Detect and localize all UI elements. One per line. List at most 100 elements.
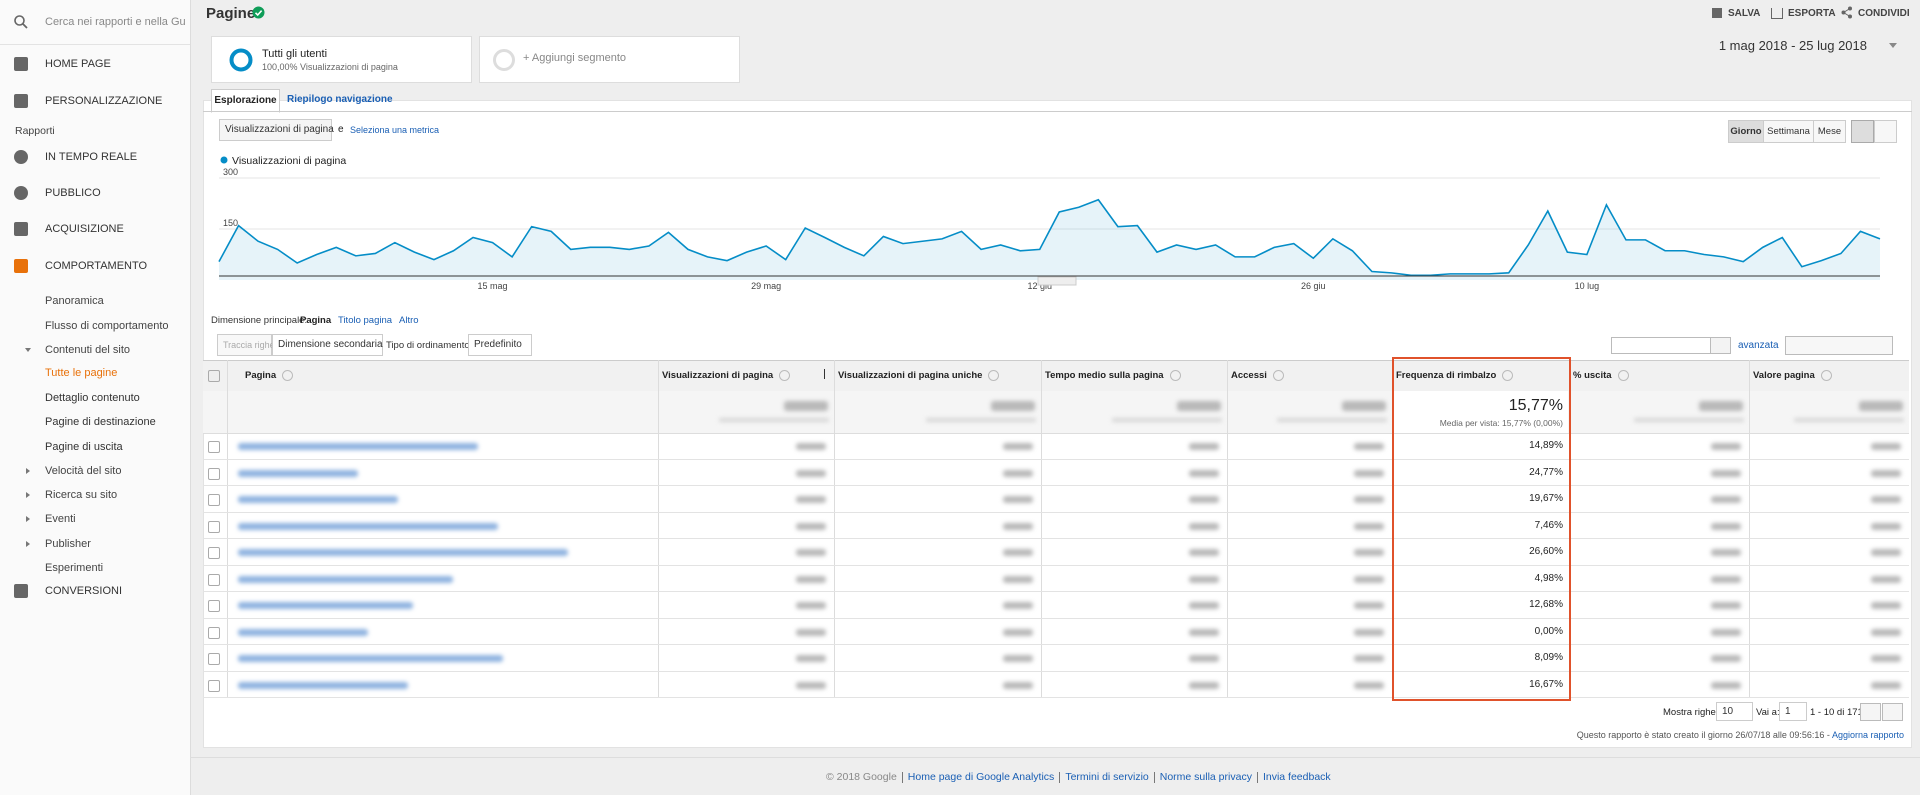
x-tick-label: 12 giu [1027, 281, 1052, 291]
blurred-cell [1354, 443, 1384, 450]
help-icon [1617, 370, 1629, 381]
nav-item[interactable]: PUBBLICO [45, 187, 101, 199]
goto-input[interactable]: 1 [1779, 702, 1807, 721]
save-icon [1712, 8, 1722, 18]
view-switcher[interactable] [1785, 336, 1893, 355]
nav-subitem[interactable]: Panoramica [45, 295, 104, 307]
column-header[interactable]: % uscita [1573, 370, 1629, 381]
granularity-button[interactable]: Mese [1813, 120, 1846, 143]
row-checkbox[interactable] [208, 626, 220, 639]
table-search[interactable] [1611, 337, 1711, 354]
footer-link[interactable]: Termini di servizio [1065, 771, 1149, 783]
action-button[interactable]: CONDIVIDI [1858, 8, 1910, 19]
action-button[interactable]: ESPORTA [1788, 8, 1836, 19]
row-checkbox[interactable] [208, 441, 220, 453]
nav-subitem[interactable]: Velocità del sito [45, 465, 122, 477]
blurred-page-link [238, 549, 568, 556]
plot-rows-button[interactable]: Traccia righe [217, 334, 275, 356]
row-checkbox[interactable] [208, 679, 220, 692]
nav-item[interactable]: CONVERSIONI [45, 585, 123, 597]
blurred-cell [796, 549, 826, 556]
tab[interactable]: Riepilogo navigazione [287, 94, 393, 105]
report-note-text: Questo rapporto è stato creato il giorno… [1576, 730, 1830, 740]
x-tick-label: 15 mag [478, 281, 508, 291]
and-label: e [338, 124, 344, 135]
rows-select[interactable]: 10 [1716, 702, 1753, 721]
column-header[interactable]: Valore pagina [1753, 370, 1832, 381]
nav-item[interactable]: HOME PAGE [45, 58, 111, 70]
blurred-cell [1711, 575, 1741, 583]
chart-handle [1037, 276, 1077, 286]
footer-link[interactable]: Home page di Google Analytics [907, 771, 1055, 783]
blurred-cell [1003, 575, 1033, 583]
header-checkbox[interactable] [208, 370, 220, 382]
nav-item[interactable]: IN TEMPO REALE [45, 151, 138, 163]
help-icon [1502, 370, 1514, 381]
next-page[interactable] [1882, 703, 1903, 721]
bounce-rate: 19,67% [1529, 493, 1563, 504]
segment-ring [493, 49, 515, 71]
blurred-cell [796, 628, 826, 636]
row-checkbox[interactable] [208, 600, 220, 612]
column-header[interactable]: Frequenza di rimbalzo [1396, 370, 1514, 381]
sort-select[interactable]: Predefinito [468, 334, 532, 356]
dimension-option[interactable]: Altro [399, 315, 419, 326]
nav-subitem[interactable]: Publisher [45, 538, 91, 550]
nav-item[interactable]: ACQUISIZIONE [45, 223, 124, 235]
nav-item[interactable]: COMPORTAMENTO [45, 260, 148, 272]
column-header[interactable]: Visualizzazioni di pagina uniche [838, 370, 1000, 381]
advanced-link[interactable]: avanzata [1738, 340, 1779, 351]
dimension-option[interactable]: Titolo pagina [338, 315, 393, 326]
date-range[interactable]: 1 mag 2018 - 25 lug 2018 [1718, 38, 1867, 53]
verified-icon [252, 6, 265, 19]
add-metric[interactable]: Seleziona una metrica [350, 125, 440, 135]
chart-type-line[interactable] [1851, 120, 1874, 143]
dimension-option[interactable]: Pagina [300, 315, 332, 326]
row-checkbox[interactable] [208, 653, 220, 665]
secondary-dimension[interactable]: Dimensione secondaria [272, 334, 383, 356]
export-icon [1771, 8, 1783, 19]
row-checkbox[interactable] [208, 573, 220, 586]
granularity-button[interactable]: Giorno [1728, 120, 1764, 143]
chart-type-motion[interactable] [1874, 120, 1897, 143]
search-input[interactable]: Cerca nei rapporti e nella Gu [45, 16, 186, 28]
expand-arrow [25, 348, 31, 352]
column-header[interactable]: Pagina [245, 370, 294, 381]
segment-card[interactable]: Tutti gli utenti 100,00% Visualizzazioni… [211, 36, 472, 83]
column-divider [1749, 360, 1750, 698]
row-checkbox[interactable] [208, 494, 220, 506]
nav-subitem[interactable]: Pagine di destinazione [45, 416, 156, 428]
nav-subitem[interactable]: Tutte le pagine [45, 367, 118, 379]
nav-subitem[interactable]: Contenuti del sito [45, 344, 130, 356]
segment-card[interactable]: + Aggiungi segmento [479, 36, 740, 83]
tab-active[interactable]: Esplorazione [211, 89, 280, 113]
nav-subitem[interactable]: Flusso di comportamento [45, 320, 169, 332]
row-checkbox[interactable] [208, 547, 220, 559]
blurred-cell [1354, 549, 1384, 556]
nav-subitem[interactable]: Esperimenti [45, 562, 104, 574]
footer-link[interactable]: Norme sulla privacy [1159, 771, 1252, 783]
column-header[interactable]: Visualizzazioni di pagina [662, 370, 791, 381]
refresh-link[interactable]: Aggiorna rapporto [1831, 730, 1904, 740]
column-header[interactable]: Tempo medio sulla pagina [1045, 370, 1181, 381]
metric-select[interactable]: Visualizzazioni di pagina [219, 119, 334, 141]
column-divider [1227, 360, 1228, 698]
search-button[interactable] [1710, 337, 1731, 354]
column-header[interactable]: Accessi [1231, 370, 1284, 381]
nav-subitem[interactable]: Ricerca su sito [45, 489, 118, 501]
row-checkbox[interactable] [208, 520, 220, 533]
action-button[interactable]: SALVA [1728, 8, 1761, 19]
nav-subitem[interactable]: Eventi [45, 513, 76, 525]
footer-link[interactable]: Invia feedback [1262, 771, 1331, 783]
nav-item[interactable]: PERSONALIZZAZIONE [45, 95, 163, 107]
nav-subitem[interactable]: Dettaglio contenuto [45, 392, 140, 404]
help-icon [282, 370, 294, 381]
nav-subitem[interactable]: Pagine di uscita [45, 441, 123, 453]
person-icon [14, 186, 28, 200]
legend-label: Visualizzazioni di pagina [232, 155, 346, 167]
row-checkbox[interactable] [208, 467, 220, 480]
blurred-cell [1189, 522, 1219, 530]
granularity-button[interactable]: Settimana [1763, 120, 1814, 143]
prev-page[interactable] [1860, 703, 1881, 721]
dimension-label: Dimensione principale: [211, 315, 308, 326]
